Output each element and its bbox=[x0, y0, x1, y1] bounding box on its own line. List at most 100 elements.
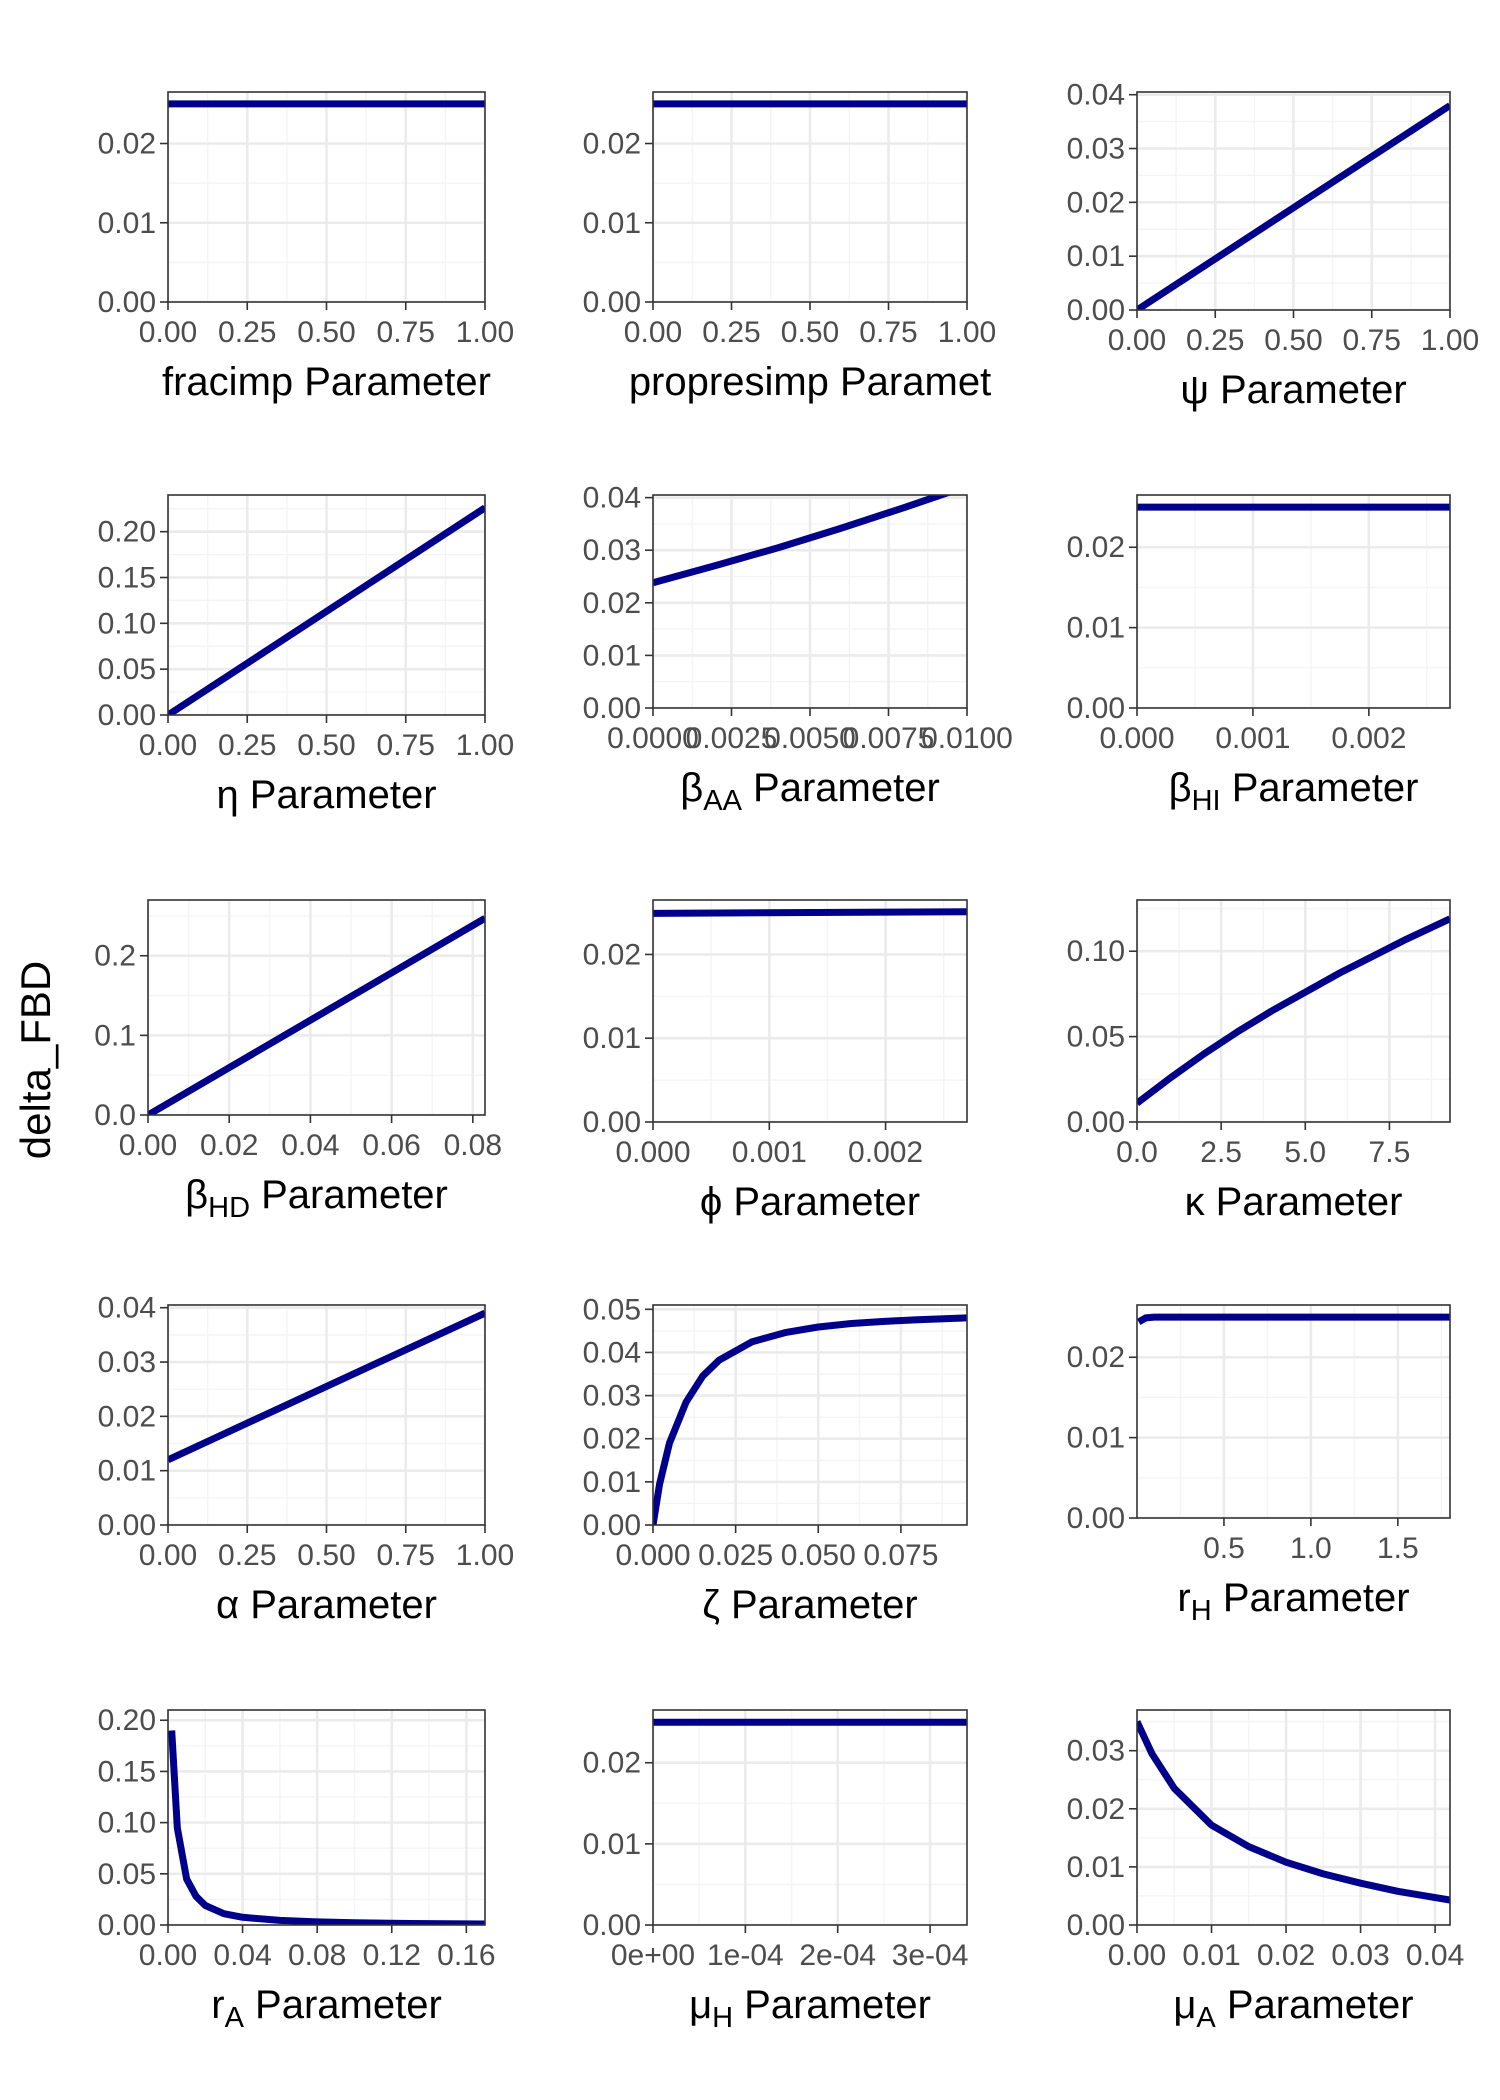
y-tick-label: 0.03 bbox=[583, 1380, 641, 1413]
x-tick-label: 0.002 bbox=[848, 1136, 923, 1169]
x-tick-label: 0.00 bbox=[139, 316, 197, 349]
y-tick-label: 0.03 bbox=[583, 534, 641, 567]
panel-5: 0.000.010.020.030.040.00000.00250.00500.… bbox=[583, 482, 1013, 817]
panel-11: 0.00 0.01 0.02 0.03 0.04 0.05 0.000 0.025 0.050 0… bbox=[583, 1293, 968, 1627]
panel-grid bbox=[168, 1710, 485, 1925]
x-axis-title-subscript: HI bbox=[1192, 785, 1221, 817]
y-tick-label: 0.01 bbox=[583, 639, 641, 672]
y-tick-label: 0.05 bbox=[98, 1858, 156, 1891]
x-axis-title-rest: Parameter bbox=[250, 1173, 448, 1217]
x-axis-title: η Parameter bbox=[216, 773, 436, 817]
x-axis-title-symbol: r bbox=[211, 1983, 224, 2027]
y-tick-label: 0.00 bbox=[98, 699, 156, 732]
x-tick-label: 0.75 bbox=[377, 316, 435, 349]
x-tick-label: 1.00 bbox=[456, 316, 514, 349]
y-tick-label: 0.00 bbox=[1067, 1502, 1125, 1535]
panel-10: 0.00 0.01 0.02 0.03 0.04 0.00 0.25 0.50 0.75 1.00… bbox=[98, 1292, 515, 1627]
y-tick-label: 0.02 bbox=[98, 128, 156, 161]
y-tick-label: 0.15 bbox=[98, 562, 156, 595]
y-tick-label: 0.05 bbox=[1067, 1021, 1125, 1054]
y-tick-label: 0.04 bbox=[1067, 79, 1125, 112]
panel-border bbox=[1136, 494, 1451, 709]
panel-12: 0.00 0.01 0.02 0.5 1.0 1.5 rH Parameter bbox=[1067, 1304, 1451, 1627]
y-tick-label: 0.2 bbox=[94, 940, 136, 973]
x-axis-title-subscript: A bbox=[225, 2002, 245, 2034]
panel-grid bbox=[1137, 900, 1450, 1122]
y-tick-label: 0.01 bbox=[98, 1455, 156, 1488]
x-tick-label: 0.000 bbox=[1099, 722, 1174, 755]
y-tick-label: 0.00 bbox=[583, 1509, 641, 1542]
x-tick-label: 0.06 bbox=[362, 1129, 420, 1162]
x-tick-label: 0.00 bbox=[139, 729, 197, 762]
x-tick-label: 5.0 bbox=[1284, 1136, 1326, 1169]
y-tick-label: 0.01 bbox=[1067, 240, 1125, 273]
panel-border bbox=[652, 899, 968, 1123]
y-tick-label: 0.00 bbox=[98, 1509, 156, 1542]
x-tick-label: 0.01 bbox=[1182, 1939, 1240, 1972]
series-line-1 bbox=[1137, 1313, 1450, 1325]
x-tick-label: 1.00 bbox=[456, 1539, 514, 1572]
x-axis-title: βHD Parameter bbox=[185, 1173, 448, 1224]
x-tick-label: 2e-04 bbox=[799, 1939, 876, 1972]
panel-background bbox=[653, 1305, 967, 1525]
x-axis-title: κ Parameter bbox=[1185, 1180, 1403, 1224]
x-tick-label: 0.00 bbox=[1108, 1939, 1166, 1972]
x-tick-label: 0.025 bbox=[698, 1539, 773, 1572]
y-tick-label: 0.02 bbox=[1067, 1341, 1125, 1374]
x-axis-title: μA Parameter bbox=[1173, 1983, 1413, 2034]
y-tick-label: 0.10 bbox=[98, 1807, 156, 1840]
y-tick-label: 0.01 bbox=[1067, 1422, 1125, 1455]
y-tick-label: 0.01 bbox=[583, 207, 641, 240]
x-tick-label: 0.50 bbox=[297, 316, 355, 349]
panel-border bbox=[652, 1709, 968, 1926]
y-tick-label: 0.05 bbox=[98, 653, 156, 686]
panel-9: 0.00 0.05 0.10 0.0 2.5 5.0 7.5 κ Parameter bbox=[1067, 899, 1451, 1224]
y-tick-label: 0.03 bbox=[98, 1346, 156, 1379]
panel-border bbox=[147, 899, 486, 1116]
y-tick-label: 0.05 bbox=[583, 1293, 641, 1326]
x-axis-title-rest: Parameter bbox=[742, 766, 940, 810]
panel-background bbox=[168, 1710, 485, 1925]
x-axis-title: μH Parameter bbox=[689, 1983, 931, 2034]
y-tick-label: 0.01 bbox=[583, 1828, 641, 1861]
y-tick-label: 0.00 bbox=[1067, 1106, 1125, 1139]
panel-7: 0.0 0.1 0.2 0.00 0.02 0.04 0.06 0.08 βHD Paramet… bbox=[94, 899, 502, 1224]
y-tick-label: 0.10 bbox=[98, 607, 156, 640]
x-tick-label: 0.002 bbox=[1331, 722, 1406, 755]
y-tick-label: 0.00 bbox=[583, 692, 641, 725]
x-axis-title: fracimp Parameter bbox=[162, 360, 491, 404]
x-tick-label: 1.00 bbox=[1421, 324, 1479, 357]
panel-border bbox=[167, 1709, 486, 1926]
y-tick-label: 0.00 bbox=[1067, 692, 1125, 725]
panel-14: 0.00 0.01 0.02 0e+00 1e-04 2e-04 3e-04 μH Param… bbox=[583, 1709, 969, 2034]
y-tick-label: 0.01 bbox=[1067, 612, 1125, 645]
series-line-1 bbox=[148, 915, 485, 1115]
x-axis-title-rest: Parameter bbox=[1212, 1576, 1410, 1620]
x-tick-label: 1.00 bbox=[938, 316, 996, 349]
x-tick-label: 0.25 bbox=[218, 729, 276, 762]
x-tick-label: 0.08 bbox=[288, 1939, 346, 1972]
panel-6: 0.00 0.01 0.02 0.000 0.001 0.002 βHI Parameter bbox=[1067, 494, 1451, 817]
panel-8: 0.00 0.01 0.02 0.000 0.001 0.002 ϕ Parameter bbox=[583, 899, 968, 1224]
x-tick-label: 0.50 bbox=[781, 316, 839, 349]
x-tick-label: 0.02 bbox=[1257, 1939, 1315, 1972]
panel-grid bbox=[1137, 1710, 1450, 1925]
x-tick-label: 3e-04 bbox=[892, 1939, 969, 1972]
x-tick-label: 1.5 bbox=[1377, 1532, 1419, 1565]
x-tick-label: 0.04 bbox=[213, 1939, 271, 1972]
y-tick-label: 0.0 bbox=[94, 1099, 136, 1132]
x-axis-title-rest: Parameter bbox=[1216, 1983, 1414, 2027]
panel-grid bbox=[653, 495, 967, 708]
y-tick-label: 0.02 bbox=[98, 1400, 156, 1433]
y-tick-label: 0.10 bbox=[1067, 935, 1125, 968]
y-tick-label: 0.02 bbox=[1067, 186, 1125, 219]
y-tick-label: 0.01 bbox=[98, 207, 156, 240]
x-tick-label: 0.25 bbox=[702, 316, 760, 349]
y-tick-label: 0.00 bbox=[98, 1909, 156, 1942]
panel-background bbox=[1137, 900, 1450, 1122]
series-line-1 bbox=[1137, 102, 1450, 310]
x-tick-label: 1.00 bbox=[456, 729, 514, 762]
panel-border bbox=[1136, 1304, 1451, 1519]
x-tick-label: 0.0100 bbox=[921, 722, 1013, 755]
